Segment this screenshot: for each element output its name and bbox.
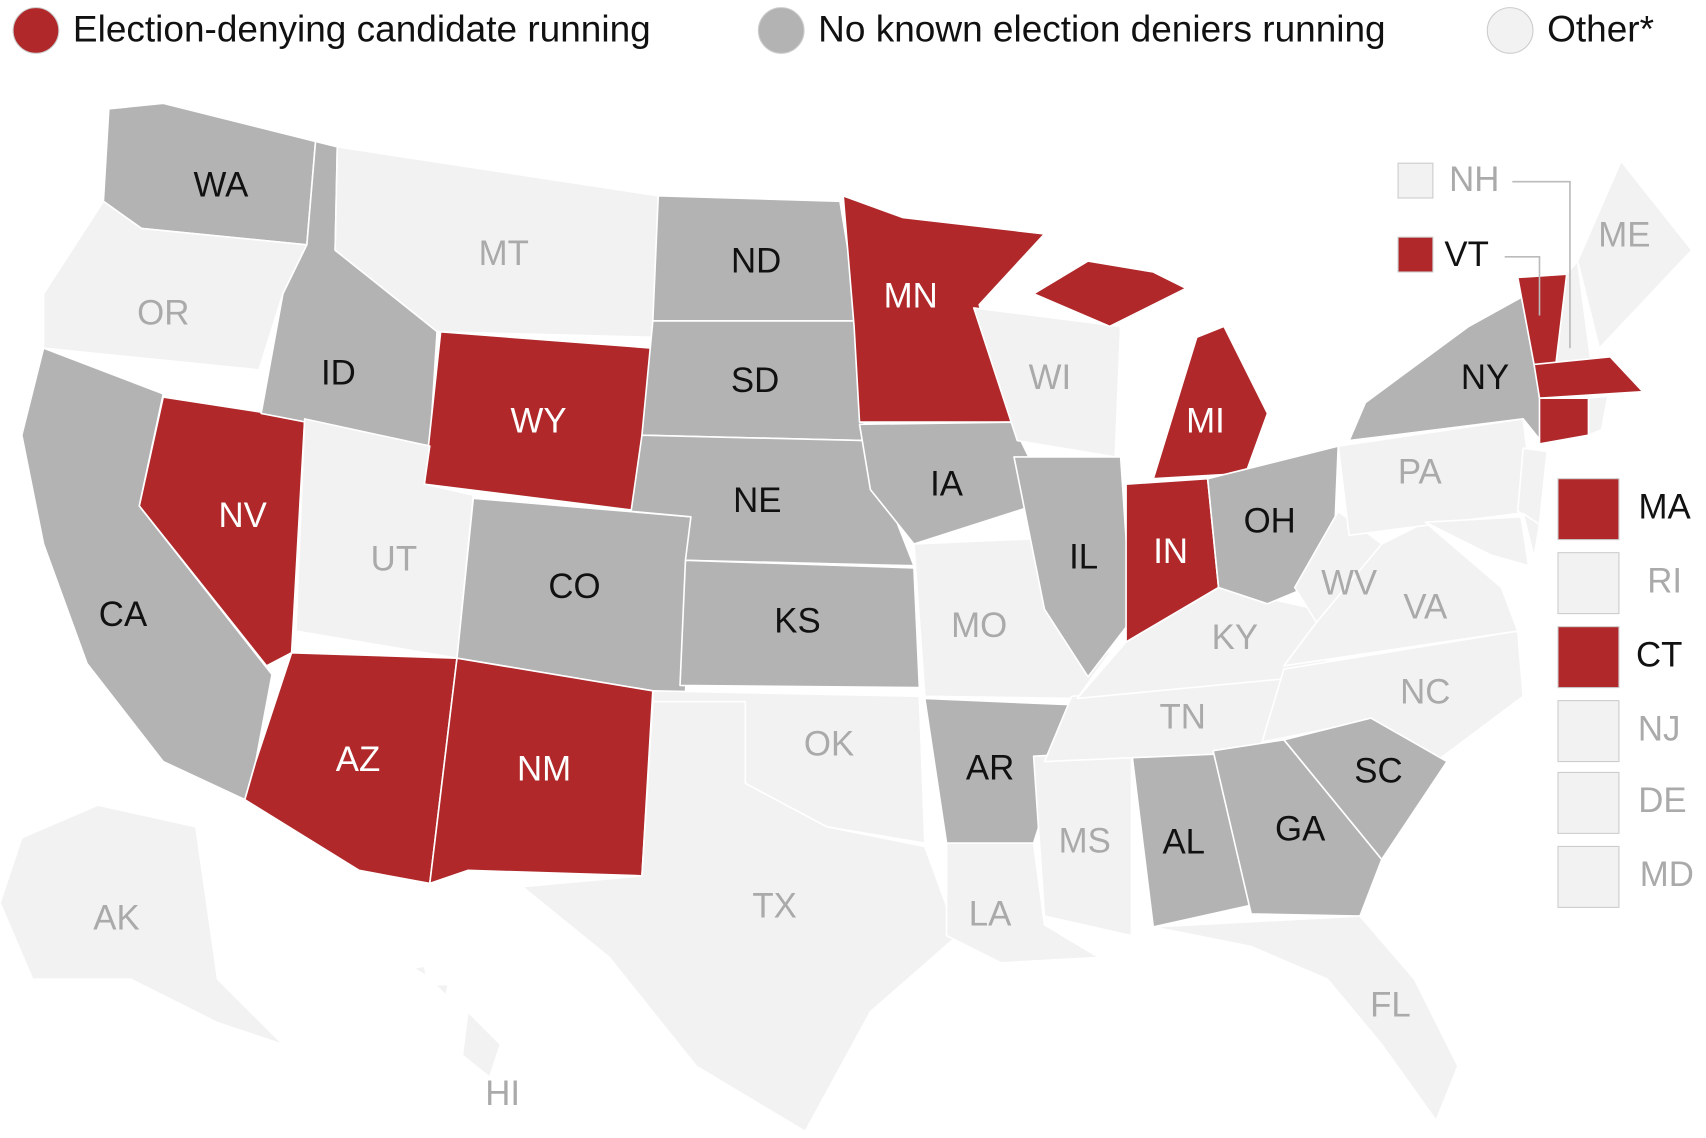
state-label: NJ <box>1638 709 1681 748</box>
state <box>1348 290 1546 447</box>
state-label: SC <box>1354 752 1402 791</box>
state <box>1538 397 1590 445</box>
state-label: WA <box>194 165 250 204</box>
state <box>945 842 1100 964</box>
states <box>0 102 1693 1133</box>
state <box>0 804 284 1046</box>
state-label: MN <box>884 276 938 315</box>
state <box>679 559 921 689</box>
state-label: IN <box>1153 532 1188 571</box>
state-label: OR <box>137 294 189 333</box>
callout-box <box>1397 162 1434 199</box>
state <box>1522 512 1541 558</box>
state-label: VA <box>1403 587 1448 626</box>
legend-label: Other* <box>1547 8 1654 49</box>
state-label: OH <box>1244 502 1296 541</box>
state-label: MD <box>1640 855 1694 894</box>
state-label: GA <box>1275 809 1326 848</box>
state <box>1152 915 1459 1122</box>
state-label: RI <box>1647 561 1682 600</box>
legend-label: No known election deniers running <box>818 8 1385 49</box>
state <box>1587 395 1609 436</box>
state-label: CA <box>99 595 148 634</box>
state-label: VT <box>1444 235 1488 274</box>
state-label: NM <box>517 750 571 789</box>
state-label: AK <box>93 899 139 938</box>
state-label: KS <box>774 602 820 641</box>
state-label: PA <box>1398 453 1443 492</box>
state-label: MT <box>479 234 529 273</box>
state <box>42 200 308 371</box>
state <box>1424 515 1530 567</box>
state-label: IL <box>1069 537 1098 576</box>
state-label: NY <box>1461 358 1509 397</box>
callout-box <box>1557 700 1620 763</box>
state-label: TN <box>1159 697 1205 736</box>
state-label: AL <box>1162 822 1205 861</box>
state <box>295 418 475 660</box>
state <box>1576 160 1693 349</box>
state-label: AR <box>966 748 1014 787</box>
state-label: WV <box>1321 564 1378 603</box>
legend: Election-denying candidate running No kno… <box>12 7 1654 54</box>
state-label: KY <box>1212 618 1258 657</box>
state <box>1283 521 1519 667</box>
state <box>1533 356 1644 400</box>
state-label: WI <box>1029 358 1072 397</box>
callout-box <box>1557 771 1620 834</box>
callout-box <box>1557 845 1620 908</box>
legend-label: Election-denying candidate running <box>73 8 651 49</box>
callout-box <box>1397 236 1434 273</box>
state-label: NH <box>1449 160 1499 199</box>
state-label: MS <box>1059 821 1111 860</box>
callout-line <box>1512 180 1571 349</box>
labels: WA OR CA NV ID MT WY UT CO AZ NM ND SD NE KS OK TX MN IA MO… <box>93 160 1694 1113</box>
state <box>521 700 959 1133</box>
state-label: DE <box>1638 781 1686 820</box>
state-label: ID <box>321 354 356 393</box>
state <box>334 146 660 339</box>
state-label: ME <box>1598 215 1650 254</box>
state-label: FL <box>1370 986 1411 1025</box>
state-label: TX <box>752 887 796 926</box>
state-label: UT <box>371 540 417 579</box>
state-label: SD <box>731 361 779 400</box>
state-label: LA <box>969 894 1012 933</box>
state-label: NC <box>1400 672 1450 711</box>
callout-box <box>1557 626 1620 689</box>
state <box>858 421 1051 545</box>
legend-swatch <box>12 7 60 54</box>
state-label: NV <box>218 496 267 535</box>
state-label: MO <box>951 606 1007 645</box>
legend-swatch <box>757 7 805 54</box>
state-label: HI <box>485 1074 520 1113</box>
state <box>1212 738 1383 917</box>
state-label: MI <box>1186 401 1225 440</box>
callout-line <box>1504 255 1541 316</box>
state-label: MA <box>1639 487 1692 526</box>
state-label: AZ <box>336 740 380 779</box>
state-label: WY <box>511 401 567 440</box>
state-label: CT <box>1636 635 1682 674</box>
state-label: NE <box>733 481 781 520</box>
state <box>412 965 502 1078</box>
state-label: CO <box>548 567 600 606</box>
state <box>1013 456 1133 678</box>
state-label: ND <box>731 241 781 280</box>
state <box>1516 447 1548 526</box>
state-label: OK <box>804 725 854 764</box>
callout-box <box>1557 478 1620 541</box>
legend-swatch <box>1486 7 1534 54</box>
callout-box <box>1557 552 1620 615</box>
state-label: IA <box>930 465 964 504</box>
state <box>428 657 654 885</box>
